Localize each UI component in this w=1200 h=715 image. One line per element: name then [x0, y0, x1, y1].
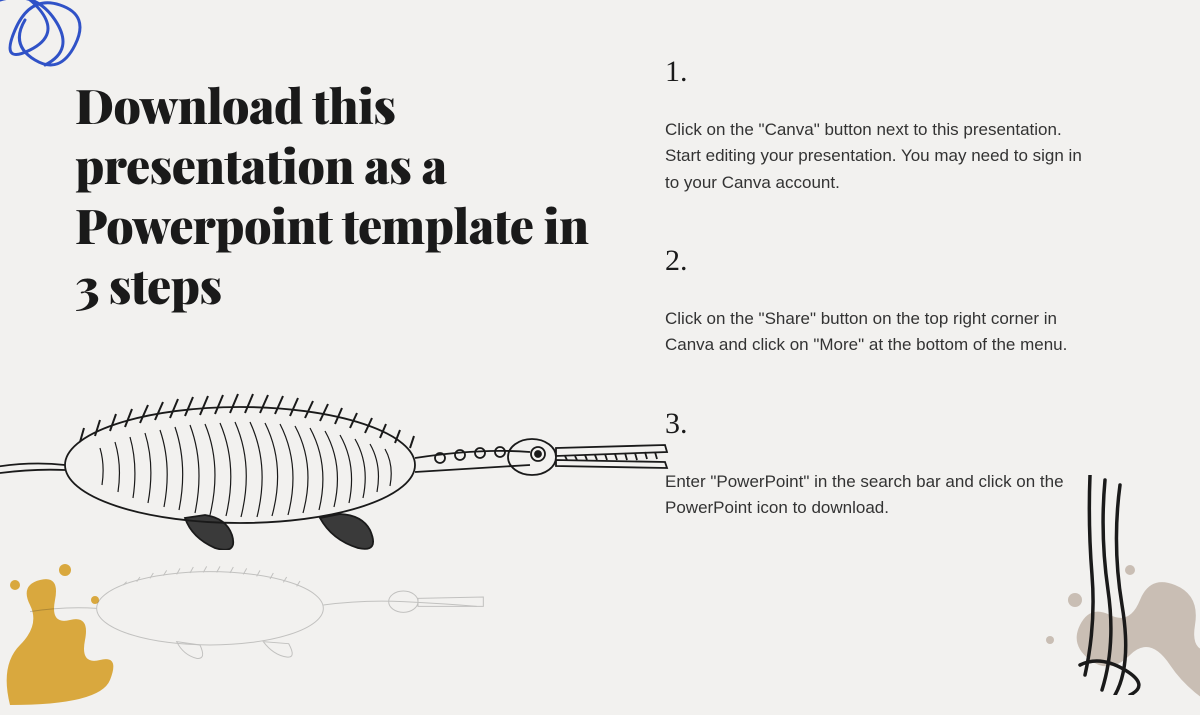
steps-list: 1. Click on the "Canva" button next to t…	[665, 55, 1095, 569]
step-1: 1. Click on the "Canva" button next to t…	[665, 55, 1095, 196]
step-2: 2. Click on the "Share" button on the to…	[665, 244, 1095, 359]
step-3-number: 3.	[665, 407, 1095, 441]
step-2-number: 2.	[665, 244, 1095, 278]
page-title: Download this presentation as a Powerpoi…	[75, 75, 595, 315]
step-3-text: Enter "PowerPoint" in the search bar and…	[665, 469, 1095, 522]
fossil-illustration	[0, 370, 690, 550]
step-2-text: Click on the "Share" button on the top r…	[665, 306, 1095, 359]
step-1-number: 1.	[665, 55, 1095, 89]
fossil-shadow-illustration	[30, 545, 510, 665]
step-1-text: Click on the "Canva" button next to this…	[665, 117, 1095, 196]
step-3: 3. Enter "PowerPoint" in the search bar …	[665, 407, 1095, 522]
